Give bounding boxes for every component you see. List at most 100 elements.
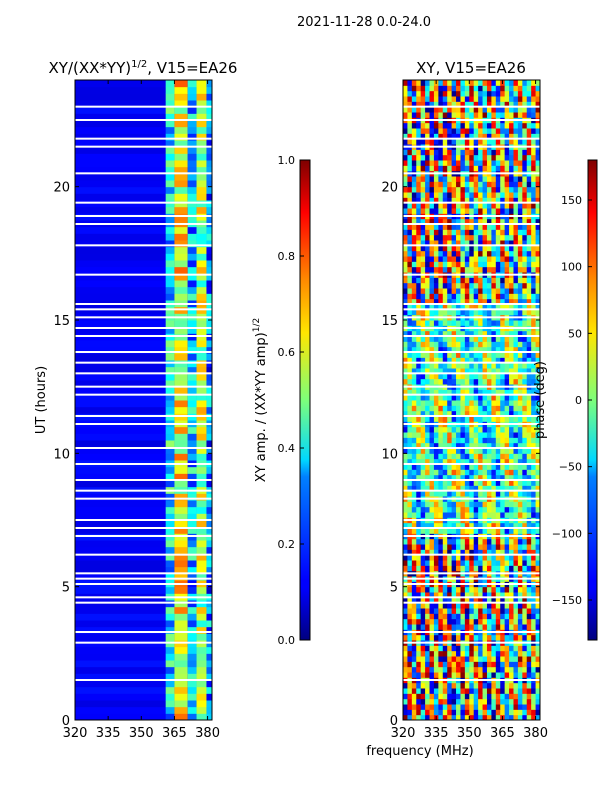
right-heatmap-cell xyxy=(420,661,426,668)
right-heatmap-cell xyxy=(416,714,422,720)
right-heatmap-cell xyxy=(451,634,457,641)
right-heatmap-cell xyxy=(433,693,439,700)
right-heatmap-cell xyxy=(433,469,439,476)
left-heatmap-cell xyxy=(165,280,175,288)
right-heatmap-cell xyxy=(447,698,453,705)
right-heatmap-cell xyxy=(504,208,510,214)
right-heatmap-cell xyxy=(504,608,510,614)
right-heatmap-cell xyxy=(517,128,523,134)
left-ytick-label: 0 xyxy=(62,714,70,729)
left-panel: XY/(XX*YY)1/2, V15=EA26 320 335 350 365 380 … xyxy=(34,59,237,741)
right-heatmap-cell xyxy=(438,133,444,140)
right-heatmap-cell xyxy=(500,261,506,268)
left-heatmap-cell xyxy=(174,680,188,688)
right-heatmap-cell xyxy=(447,320,453,326)
left-heatmap-cell xyxy=(165,93,175,101)
right-heatmap-cell xyxy=(420,346,426,353)
left-heatmap-cell xyxy=(165,620,175,628)
right-heatmap-cell xyxy=(416,266,422,273)
right-heatmap-cell xyxy=(526,336,532,342)
right-heatmap-cell xyxy=(469,282,475,289)
right-heatmap-cell xyxy=(447,624,453,630)
right-heatmap-cell xyxy=(531,352,536,358)
right-heatmap-cell xyxy=(464,197,470,204)
left-heatmap-cell xyxy=(75,440,166,448)
right-heatmap-cell xyxy=(442,85,448,92)
right-heatmap-cell xyxy=(526,357,532,364)
right-heatmap-cell xyxy=(513,453,519,460)
right-heatmap-cell xyxy=(451,181,457,188)
right-heatmap-cell xyxy=(526,80,532,86)
right-heatmap-cell xyxy=(473,464,479,470)
right-heatmap-cell xyxy=(464,218,470,225)
right-heatmap-cell xyxy=(464,437,470,444)
right-heatmap-cell xyxy=(429,709,435,716)
right-heatmap-cell xyxy=(420,85,426,92)
right-heatmap-cell xyxy=(460,634,466,641)
right-heatmap-cell xyxy=(535,176,540,182)
right-heatmap-cell xyxy=(447,192,453,198)
right-heatmap-cell xyxy=(425,624,430,630)
right-heatmap-cell xyxy=(433,304,439,310)
right-heatmap-cell xyxy=(495,416,501,422)
right-heatmap-cell xyxy=(416,650,422,657)
right-heatmap-cell xyxy=(411,597,417,604)
right-heatmap-cell xyxy=(403,394,408,401)
right-heatmap-cell xyxy=(509,256,514,262)
right-heatmap-cell xyxy=(522,437,528,444)
left-heatmap-cell xyxy=(206,280,212,288)
right-heatmap-cell xyxy=(438,298,444,305)
right-heatmap-cell xyxy=(416,528,422,534)
right-heatmap-cell xyxy=(407,560,413,566)
right-heatmap-cell xyxy=(403,485,408,492)
right-heatmap-cell xyxy=(425,682,430,689)
left-heatmap-cell xyxy=(174,166,188,174)
right-heatmap-cell xyxy=(531,368,536,374)
right-heatmap-cell xyxy=(531,90,536,97)
right-heatmap-cell xyxy=(403,202,408,209)
right-heatmap-cell xyxy=(420,506,426,513)
right-heatmap-cell xyxy=(478,522,483,529)
right-heatmap-cell xyxy=(456,149,461,156)
right-heatmap-cell xyxy=(442,250,448,257)
right-heatmap-cell xyxy=(425,490,430,497)
right-heatmap-cell xyxy=(495,645,501,652)
right-heatmap-cell xyxy=(509,362,514,369)
right-flagged-row xyxy=(403,215,540,217)
right-heatmap-cell xyxy=(416,154,422,161)
right-heatmap-cell xyxy=(473,85,479,92)
right-heatmap-cell xyxy=(464,234,470,241)
left-heatmap-cell xyxy=(187,506,197,514)
right-heatmap-cell xyxy=(509,666,514,673)
right-heatmap-cell xyxy=(464,453,470,460)
right-heatmap-cell xyxy=(478,448,483,454)
right-heatmap-cell xyxy=(442,602,448,609)
right-heatmap-cell xyxy=(482,426,488,433)
left-heatmap-cell xyxy=(165,560,175,568)
right-heatmap-cell xyxy=(495,469,501,476)
left-heatmap-cell xyxy=(174,373,188,381)
right-heatmap-cell xyxy=(500,565,506,572)
right-heatmap-cell xyxy=(482,85,488,92)
right-heatmap-cell xyxy=(500,485,506,492)
left-heatmap-cell xyxy=(75,513,166,521)
left-heatmap-cell xyxy=(187,566,197,574)
right-heatmap-cell xyxy=(513,309,519,316)
right-heatmap-cell xyxy=(509,688,514,694)
left-heatmap-cell xyxy=(174,560,188,568)
right-heatmap-cell xyxy=(447,106,453,113)
right-heatmap-cell xyxy=(478,501,483,508)
right-heatmap-cell xyxy=(411,330,417,337)
right-heatmap-cell xyxy=(478,682,483,689)
left-heatmap-cell xyxy=(187,180,197,188)
left-heatmap-cell xyxy=(187,133,197,141)
right-heatmap-cell xyxy=(504,506,510,513)
right-heatmap-cell xyxy=(403,138,408,145)
left-heatmap-cell xyxy=(196,446,207,454)
right-heatmap-cell xyxy=(438,96,444,102)
right-heatmap-cell xyxy=(416,208,422,214)
right-heatmap-cell xyxy=(429,80,435,86)
right-heatmap-cell xyxy=(438,240,444,246)
right-heatmap-cell xyxy=(504,266,510,273)
right-heatmap-cell xyxy=(509,453,514,460)
